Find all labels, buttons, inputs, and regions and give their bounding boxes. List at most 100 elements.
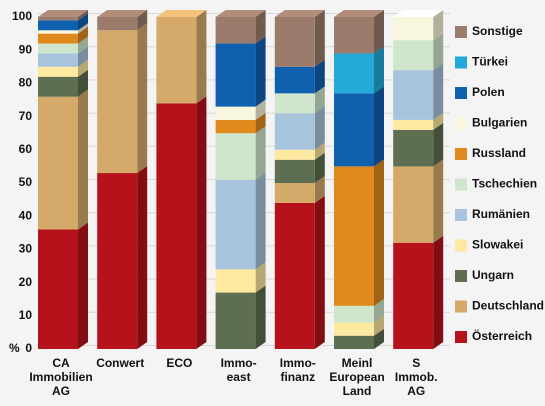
bar-side (314, 86, 325, 114)
x-tick-label: east (227, 370, 251, 384)
bar-side (374, 10, 384, 54)
legend-label: Rumänien (472, 207, 530, 221)
bar-segment (274, 159, 315, 183)
bar-segment (274, 93, 315, 114)
bar-side (433, 63, 444, 120)
legend-label: Türkei (472, 55, 508, 69)
x-tick-label: Immo- (280, 356, 316, 370)
y-tick-label: 10 (19, 308, 33, 322)
bar-side (137, 166, 148, 349)
bar-side (374, 159, 384, 306)
bar-segment (274, 202, 315, 349)
bar-side (78, 222, 88, 349)
bar-side (314, 195, 325, 349)
x-tick-label: AG (407, 384, 425, 398)
bar-segment (38, 33, 78, 44)
legend-label: Polen (472, 85, 505, 99)
bar-segment (97, 173, 138, 349)
bar-segment (215, 106, 256, 120)
legend-label: Tschechien (472, 177, 537, 191)
bar-segment (393, 129, 434, 167)
bar-top (393, 10, 444, 17)
bar-segment (38, 53, 78, 67)
bar-side (255, 285, 266, 349)
bar-segment (215, 133, 256, 180)
x-tick-label: CA (52, 356, 70, 370)
bar-side (78, 36, 88, 54)
bar-side (78, 46, 88, 67)
legend-label: Slowakei (472, 238, 523, 252)
x-tick-label: Meinl (342, 356, 373, 370)
bar-side (78, 23, 88, 34)
legend-swatch (455, 87, 467, 99)
bar-segment (156, 103, 197, 349)
bar-side (374, 328, 384, 349)
bar-side (255, 10, 266, 44)
bar-side (137, 10, 148, 31)
bar-segment (215, 269, 256, 293)
bar-side (78, 89, 88, 230)
bar-side (433, 33, 444, 71)
y-axis-label: % (9, 341, 20, 355)
bar-side (196, 10, 207, 104)
bar-segment (38, 66, 78, 77)
bar-segment (215, 17, 256, 44)
legend-swatch (455, 331, 467, 343)
bar-segment (215, 179, 256, 270)
legend-swatch (455, 270, 467, 282)
bar-segment (38, 229, 78, 349)
bar-segment (393, 40, 434, 71)
bar-side (255, 99, 266, 120)
bar-side (433, 10, 444, 41)
bar-segment (215, 292, 256, 349)
legend-label: Sonstige (472, 24, 523, 38)
bar-segment (393, 119, 434, 130)
bar-side (314, 106, 325, 150)
legend-swatch (455, 300, 467, 313)
bar-side (78, 59, 88, 77)
x-tick-label: Conwert (96, 356, 144, 370)
y-tick-label: 70 (19, 109, 33, 123)
bar-side (137, 23, 148, 174)
bar-segment (274, 183, 315, 203)
bar-side (255, 126, 266, 180)
bar-segment (393, 242, 434, 349)
bar-segment (97, 17, 138, 31)
bar-side (314, 59, 325, 94)
bar-top (97, 10, 148, 17)
legend-swatch (455, 117, 467, 130)
bar-segment (274, 149, 315, 160)
y-tick-label: 100 (12, 9, 32, 23)
bar-side (255, 112, 266, 134)
bar-top (215, 10, 266, 17)
bar-segment (334, 53, 374, 94)
bar-segment (38, 43, 78, 54)
y-tick-label: 80 (19, 76, 33, 90)
legend-label: Bulgarien (472, 116, 527, 130)
bar-side (433, 235, 444, 349)
bar-side (314, 152, 325, 183)
bar-segment (38, 96, 78, 230)
y-tick-label: 20 (19, 275, 33, 289)
legend-swatch (455, 26, 467, 38)
legend-label: Österreich (472, 328, 532, 343)
y-tick-label: 30 (19, 242, 33, 256)
x-tick-label: finanz (280, 370, 315, 384)
bar-side (255, 262, 266, 293)
bar-top (38, 10, 88, 17)
bar-segment (334, 17, 374, 54)
bar-side (374, 86, 384, 167)
x-tick-label: ECO (166, 356, 192, 370)
bar-side (433, 159, 444, 243)
bar-top (274, 10, 325, 17)
bar-segment (274, 17, 315, 67)
bar-top (156, 10, 207, 17)
x-tick-label: Immob. (395, 370, 438, 384)
bar-segment (334, 166, 374, 306)
bar-segment (156, 17, 197, 104)
x-tick-label: European (329, 370, 384, 384)
bar-side (78, 10, 88, 21)
bar-segment (334, 335, 374, 349)
legend-label: Ungarn (472, 268, 514, 282)
